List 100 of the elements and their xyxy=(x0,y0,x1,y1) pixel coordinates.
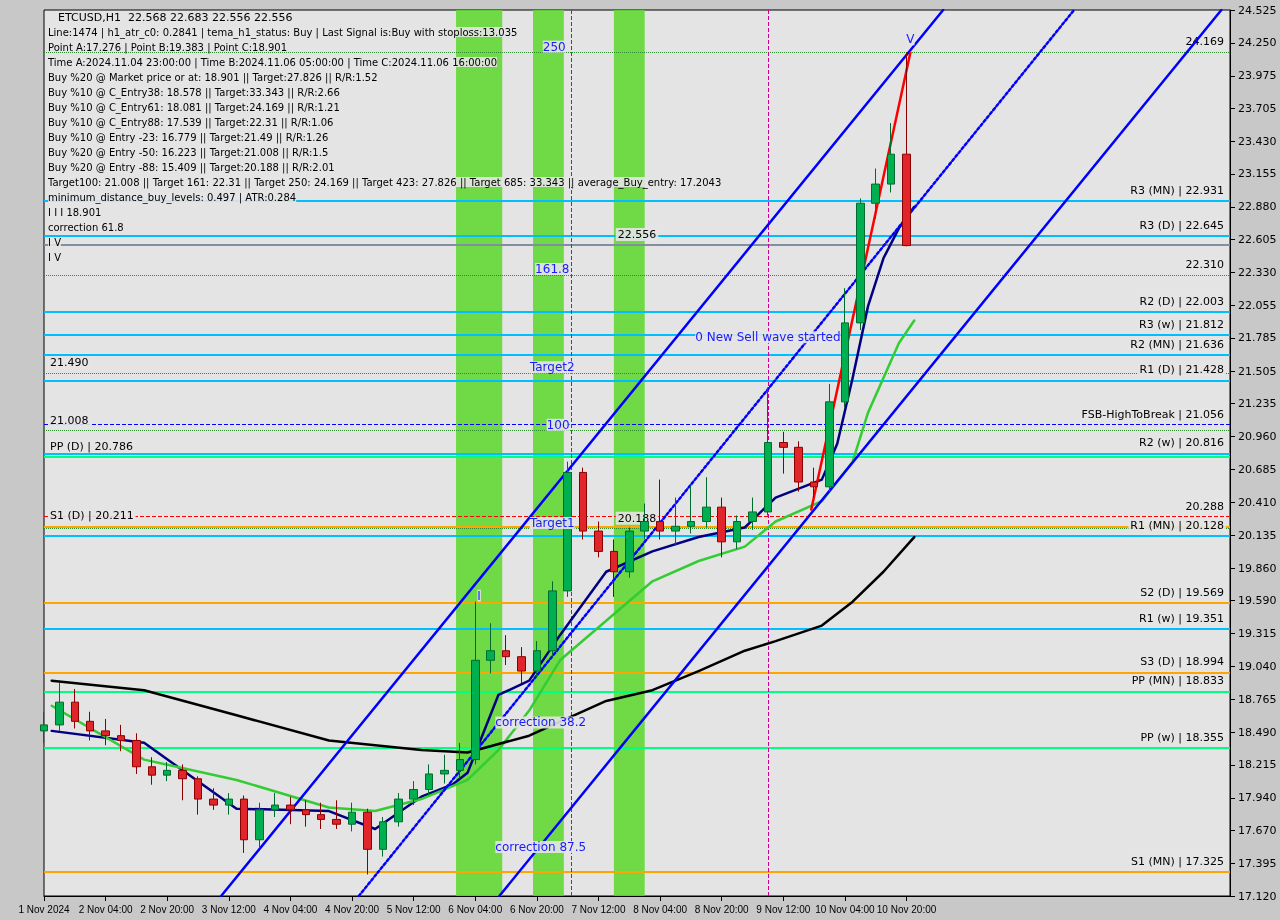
candlestick xyxy=(163,761,171,782)
annotation: minimum_distance_buy_levels: 0.497 | ATR:0.284 xyxy=(48,191,297,204)
candlestick xyxy=(733,515,741,550)
candlestick xyxy=(456,742,464,780)
candlestick xyxy=(332,799,341,830)
candlestick xyxy=(71,688,79,729)
y-tick-label: 20.685 xyxy=(1238,462,1277,476)
ref-line-label: PP (MN) | 18.833 xyxy=(1131,674,1224,688)
x-tick-label: 4 Nov 04:00 xyxy=(263,903,318,915)
ref-line-label: R3 (D) | 22.645 xyxy=(1139,218,1224,232)
annotation: I V xyxy=(48,236,62,248)
candlestick xyxy=(502,634,510,666)
y-tick-label: 17.120 xyxy=(1238,889,1277,903)
candlestick xyxy=(764,386,772,517)
candlestick xyxy=(302,799,310,828)
ref-line-label: S2 (D) | 19.569 xyxy=(1140,585,1224,599)
x-tick-label: 8 Nov 20:00 xyxy=(694,903,750,915)
ref-line-label: FSB-HighToBreak | 21.056 xyxy=(1081,407,1224,421)
annotation: I V xyxy=(48,251,62,263)
y-tick-label: 22.055 xyxy=(1238,299,1277,313)
x-tick-label: 6 Nov 20:00 xyxy=(509,903,565,915)
candlestick xyxy=(117,724,125,752)
candlestick xyxy=(317,802,325,830)
annotation: correction 61.8 xyxy=(48,221,124,233)
y-tick-label: 18.490 xyxy=(1238,725,1277,739)
ref-line-label: R1 (MN) | 20.128 xyxy=(1130,518,1224,532)
candlestick xyxy=(40,711,48,744)
ref-line-label: R2 (D) | 22.003 xyxy=(1139,295,1224,309)
ref-line-label: R2 (w) | 20.816 xyxy=(1139,436,1224,450)
candlestick xyxy=(471,601,480,765)
y-tick-label: 17.940 xyxy=(1238,791,1277,805)
candlestick xyxy=(132,732,141,775)
annotation: correction 87.5 xyxy=(495,839,587,854)
x-tick-label: 7 Nov 12:00 xyxy=(571,903,626,915)
annotation: Buy %10 @ C_Entry61: 18.081 || Target:24.169 || R/R:1.21 xyxy=(48,101,340,114)
x-tick-label: 2 Nov 20:00 xyxy=(140,903,195,915)
y-tick-label: 22.880 xyxy=(1238,200,1277,214)
y-tick-label: 19.590 xyxy=(1238,593,1277,607)
x-tick-label: 3 Nov 12:00 xyxy=(201,903,257,915)
y-tick-label: 23.705 xyxy=(1238,101,1277,115)
candlestick xyxy=(255,802,264,849)
annotation: Point A:17.276 | Point B:19.383 | Point C:18.901 xyxy=(48,41,288,54)
candlestick xyxy=(194,775,202,816)
candlestick xyxy=(841,287,849,409)
candlestick xyxy=(178,763,187,801)
ref-line-label: 22.556 xyxy=(617,228,657,242)
candlestick xyxy=(363,808,372,875)
x-tick-label: 4 Nov 20:00 xyxy=(325,903,380,915)
ref-line-label: 20.288 xyxy=(1185,499,1224,513)
candlestick xyxy=(486,622,495,674)
y-tick-label: 23.975 xyxy=(1238,69,1277,83)
candlestick xyxy=(517,646,526,684)
y-tick-label: 21.785 xyxy=(1238,331,1277,345)
y-tick-label: 23.155 xyxy=(1238,167,1277,181)
x-tick-label: 10 Nov 20:00 xyxy=(876,903,937,915)
chart-title: ETCUSD,H1 22.568 22.683 22.556 22.556 xyxy=(58,11,293,24)
x-tick-label: 1 Nov 2024 xyxy=(18,903,71,915)
y-tick-label: 21.505 xyxy=(1238,364,1277,378)
candlestick xyxy=(579,467,587,540)
candlestick xyxy=(86,711,94,741)
candlestick xyxy=(101,718,110,746)
candlestick xyxy=(533,640,541,678)
y-tick-label: 20.960 xyxy=(1238,430,1277,444)
y-tick-label: 21.235 xyxy=(1238,397,1277,411)
candlestick xyxy=(425,763,433,796)
candlestick xyxy=(871,168,880,220)
annotation: Target1 xyxy=(528,515,575,530)
x-tick-label: 9 Nov 12:00 xyxy=(756,903,811,915)
candlestick xyxy=(271,792,279,818)
ref-line-label: PP (D) | 20.786 xyxy=(50,439,134,453)
y-tick-label: 17.670 xyxy=(1238,823,1277,837)
y-tick-label: 19.860 xyxy=(1238,561,1277,575)
annotation: 161.8 xyxy=(535,262,570,277)
candlestick xyxy=(148,756,156,786)
candlestick xyxy=(440,754,449,785)
ref-line-label: PP (w) | 18.355 xyxy=(1140,730,1224,744)
annotation: Line:1474 | h1_atr_c0: 0.2841 | tema_h1_status: Buy | Last Signal is:Buy with stoploss:13.035 xyxy=(48,26,518,39)
annotation: Buy %20 @ Market price or at: 18.901 || Target:27.826 || R/R:1.52 xyxy=(48,71,378,84)
annotation: Buy %20 @ Entry -50: 16.223 || Target:21.008 || R/R:1.5 xyxy=(48,146,329,159)
annotation: V xyxy=(906,32,916,47)
annotation: Buy %10 @ C_Entry88: 17.539 || Target:22.31 || R/R:1.06 xyxy=(48,116,334,129)
ref-line-label: R3 (w) | 21.812 xyxy=(1139,317,1224,331)
candlestick xyxy=(717,497,726,558)
candlestick xyxy=(794,440,803,493)
annotation: Target2 xyxy=(528,360,575,375)
ref-line-label: 22.310 xyxy=(1185,258,1224,272)
y-tick-label: 18.765 xyxy=(1238,692,1277,706)
annotation: I I I 18.901 xyxy=(48,206,102,218)
ref-line-label: R3 (MN) | 22.931 xyxy=(1130,183,1224,197)
ref-line-label: R1 (w) | 19.351 xyxy=(1139,612,1224,626)
annotation: correction 38.2 xyxy=(495,715,587,730)
candlestick xyxy=(225,792,233,816)
candlestick xyxy=(702,476,711,528)
candlestick xyxy=(656,479,664,540)
candlestick xyxy=(55,682,64,732)
y-tick-label: 20.410 xyxy=(1238,495,1277,509)
x-tick-label: 6 Nov 04:00 xyxy=(448,903,503,915)
candlestick xyxy=(902,52,911,247)
candlestick xyxy=(286,796,295,825)
ref-line-label: R2 (MN) | 21.636 xyxy=(1130,338,1224,352)
